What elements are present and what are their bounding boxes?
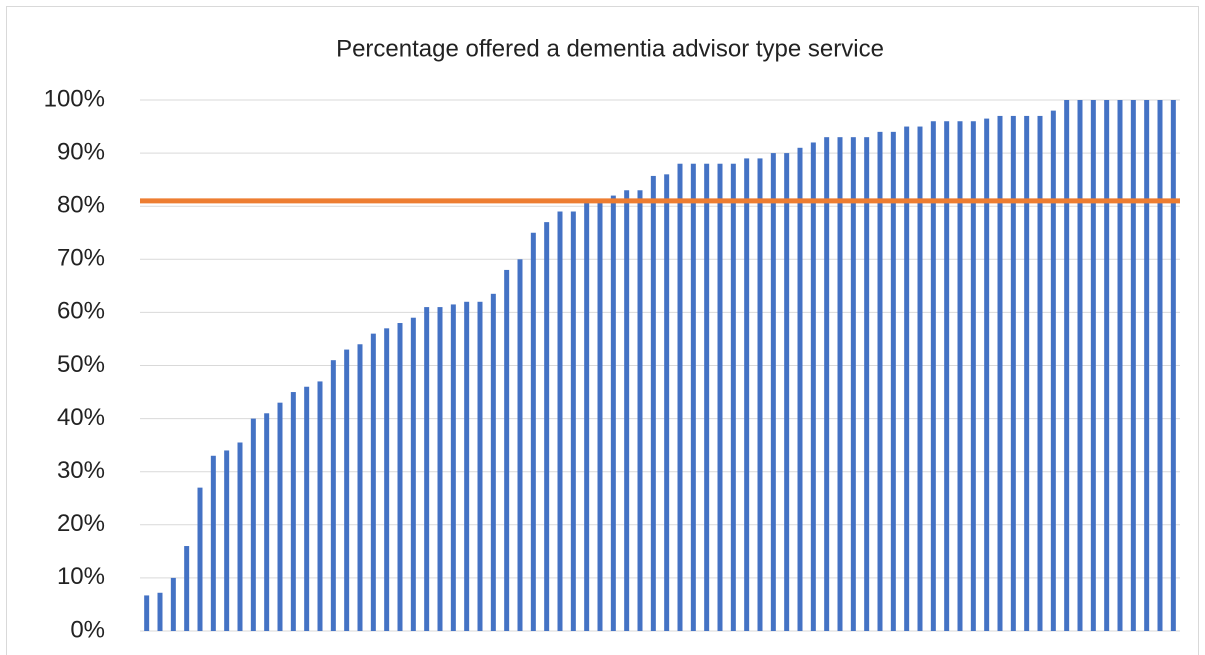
bar xyxy=(997,115,1003,632)
bar xyxy=(330,360,336,631)
bar xyxy=(424,307,430,631)
bar xyxy=(744,158,750,631)
bar xyxy=(970,121,976,632)
bar xyxy=(1157,100,1163,631)
bar xyxy=(917,126,923,632)
bar xyxy=(904,126,910,632)
y-tick-label: 60% xyxy=(57,298,105,325)
bar xyxy=(357,344,363,631)
bar xyxy=(824,137,830,632)
bar xyxy=(1117,100,1123,631)
bar xyxy=(930,121,936,632)
bar xyxy=(224,450,230,631)
y-tick-label: 80% xyxy=(57,192,105,219)
bar xyxy=(397,323,403,631)
bar xyxy=(384,328,390,631)
bar xyxy=(237,442,243,631)
bar xyxy=(650,175,656,632)
bar xyxy=(797,147,803,632)
y-tick-label: 40% xyxy=(57,404,105,431)
bar xyxy=(250,418,256,631)
bar xyxy=(344,349,350,631)
bar xyxy=(1064,100,1070,631)
bar xyxy=(1050,110,1056,632)
bar xyxy=(690,163,696,631)
bar xyxy=(957,121,963,632)
bar xyxy=(664,174,670,631)
bar xyxy=(624,190,630,631)
y-tick-label: 0% xyxy=(70,616,105,643)
bar xyxy=(984,118,990,631)
bar xyxy=(557,211,563,631)
bar xyxy=(477,301,483,631)
bar xyxy=(1170,100,1176,631)
bar xyxy=(157,592,163,631)
bar xyxy=(1037,115,1043,632)
bar xyxy=(810,142,816,632)
bar xyxy=(1104,100,1110,631)
bar xyxy=(770,153,776,631)
bar xyxy=(170,577,176,631)
bar xyxy=(584,200,590,631)
bar xyxy=(317,381,323,631)
bar xyxy=(1090,100,1096,631)
bar xyxy=(184,546,190,631)
bar xyxy=(277,402,283,631)
bar xyxy=(784,153,790,631)
bar xyxy=(144,595,150,631)
bar xyxy=(850,137,856,632)
bar xyxy=(704,163,710,631)
y-tick-label: 50% xyxy=(57,351,105,378)
bar xyxy=(210,455,216,631)
bar xyxy=(264,413,270,631)
bar xyxy=(1130,100,1136,631)
bar xyxy=(610,195,616,631)
chart-title: Percentage offered a dementia advisor ty… xyxy=(336,35,884,62)
bar xyxy=(597,200,603,631)
bar xyxy=(944,121,950,632)
bar xyxy=(290,392,296,631)
bar xyxy=(197,487,203,631)
bar xyxy=(1077,100,1083,631)
bar xyxy=(304,386,310,631)
bar xyxy=(757,158,763,631)
bar xyxy=(464,301,470,631)
bar xyxy=(544,222,550,631)
bar xyxy=(730,163,736,631)
y-tick-label: 70% xyxy=(57,245,105,272)
bar xyxy=(837,137,843,632)
bar xyxy=(410,317,416,631)
bar xyxy=(717,163,723,631)
bar xyxy=(677,163,683,631)
y-tick-label: 90% xyxy=(57,138,105,165)
bar xyxy=(877,131,883,632)
bar xyxy=(864,137,870,632)
bar xyxy=(450,304,456,631)
bar xyxy=(1144,100,1150,631)
bar xyxy=(370,333,376,631)
bar xyxy=(504,269,510,631)
bar xyxy=(530,232,536,631)
y-tick-label: 30% xyxy=(57,457,105,484)
bar xyxy=(517,259,523,631)
y-tick-label: 100% xyxy=(44,85,105,112)
y-tick-label: 20% xyxy=(57,510,105,537)
bar xyxy=(890,131,896,632)
bar xyxy=(1024,115,1030,632)
y-tick-label: 10% xyxy=(57,563,105,590)
bar xyxy=(1010,115,1016,632)
bar xyxy=(570,211,576,631)
bar xyxy=(637,190,643,631)
bar xyxy=(490,293,496,631)
bar xyxy=(437,307,443,631)
